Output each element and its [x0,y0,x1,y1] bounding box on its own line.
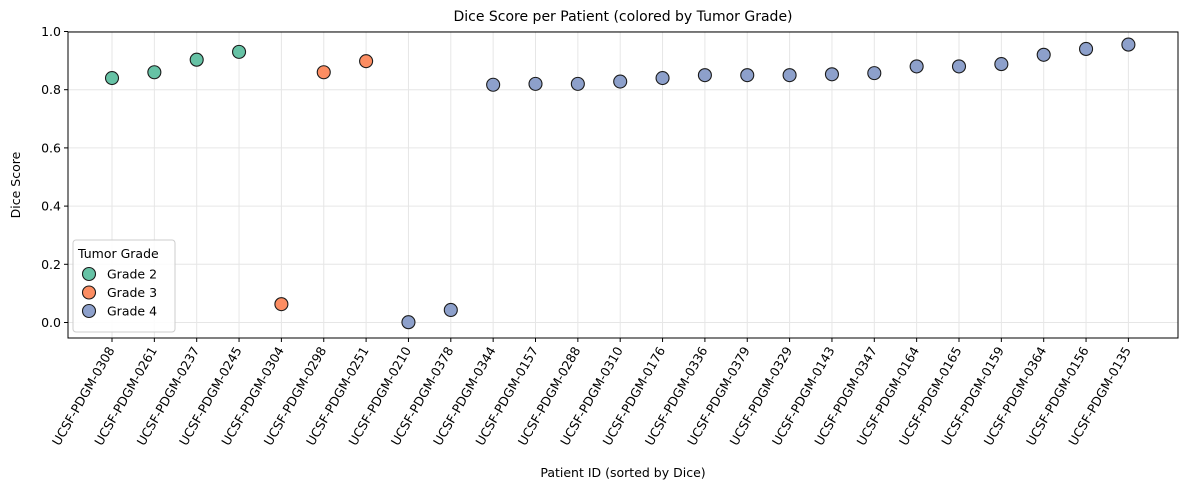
x-axis-title: Patient ID (sorted by Dice) [540,465,705,480]
data-point [951,59,967,74]
legend-label: Grade 3 [107,285,157,300]
data-point [740,68,755,83]
data-point [867,66,882,81]
data-point [486,77,501,92]
legend-marker [81,285,97,300]
legend-marker [81,266,97,282]
data-point [189,52,204,67]
data-point [274,297,289,312]
data-point [655,71,670,86]
data-point [528,76,543,91]
data-point [613,74,628,89]
legend-box [72,239,176,333]
y-ticks: 0.0 0.2 0.4 0.6 0.8 1.0 [41,24,68,330]
x-ticks: UCSF-PDGM-0308UCSF-PDGM-0261UCSF-PDGM-02… [49,338,1134,448]
data-point [697,68,712,83]
data-point [232,44,247,59]
data-point [909,59,924,74]
data-point [570,76,585,91]
plot-frame [67,31,1179,339]
data-point [316,65,331,80]
y-tick-label: 0.2 [41,257,61,272]
data-point [1121,37,1136,52]
data-point [824,67,840,82]
data-points [104,37,1136,330]
legend-items: Grade 2 Grade 3 Grade 4 [81,266,157,319]
y-tick-label: 0.4 [41,199,61,214]
legend-marker [81,303,97,319]
y-axis-title: Dice Score [8,151,23,218]
data-point [1036,47,1051,62]
data-point [782,68,797,83]
data-point [994,57,1009,72]
y-tick-label: 0.6 [41,140,61,155]
legend: Tumor Grade Grade 2 Grade 3 Grade 4 [72,239,176,333]
chart-title: Dice Score per Patient (colored by Tumor… [453,9,792,25]
data-point [359,54,374,69]
legend-title: Tumor Grade [77,246,159,261]
legend-label: Grade 4 [107,304,157,319]
y-tick-label: 1.0 [41,24,61,39]
legend-label: Grade 2 [107,267,157,282]
data-point [1079,41,1094,57]
y-tick-label: 0.8 [41,82,61,97]
data-point [147,65,162,80]
data-point [443,302,458,318]
data-point [401,315,416,330]
y-tick-label: 0.0 [41,315,61,330]
data-point [104,71,120,86]
